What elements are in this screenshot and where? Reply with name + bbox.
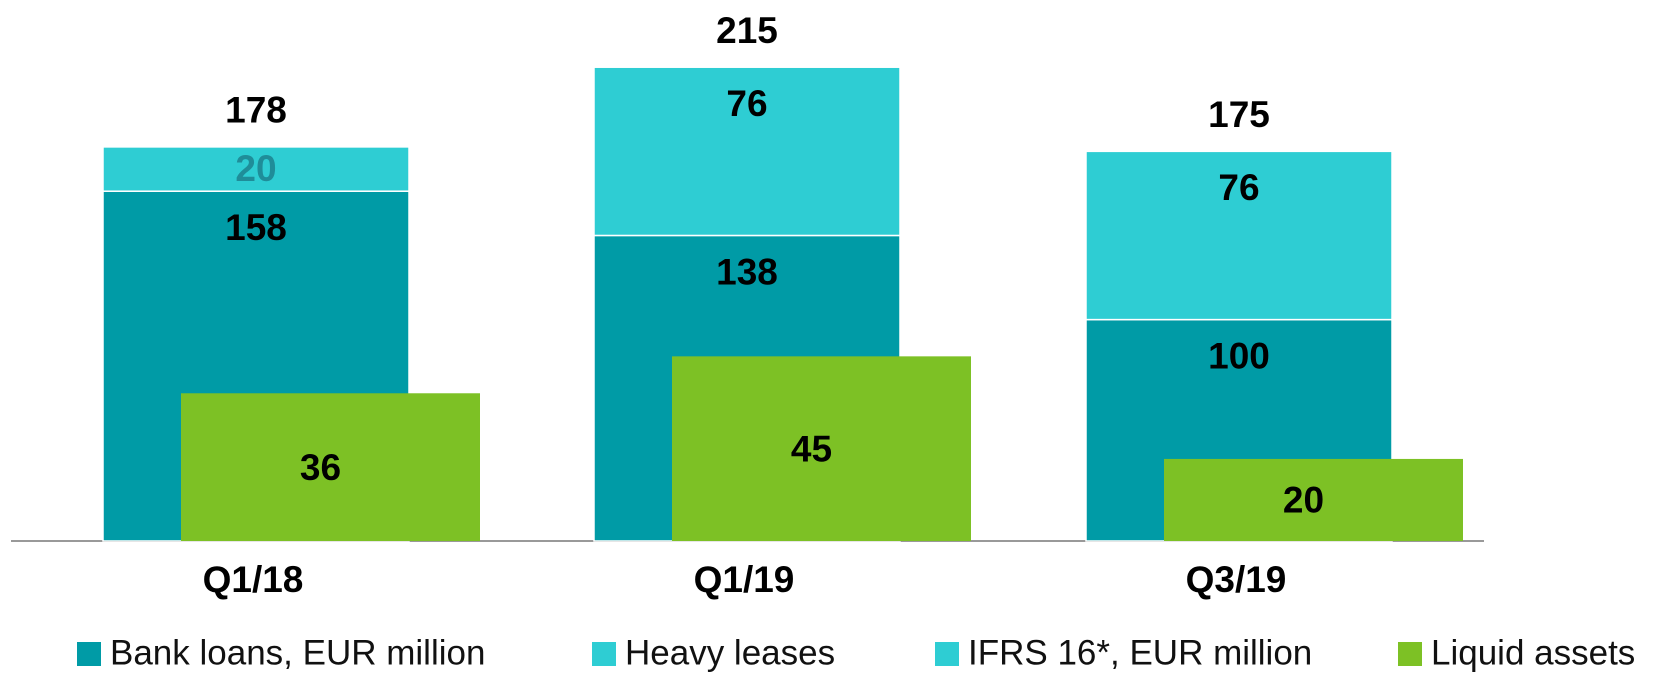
x-tick-label: Q3/19 bbox=[1186, 559, 1287, 600]
value-label: 20 bbox=[235, 148, 276, 189]
bar bbox=[672, 356, 971, 541]
value-label: 45 bbox=[791, 428, 832, 469]
legend-swatch bbox=[77, 642, 101, 666]
legend-swatch bbox=[935, 642, 959, 666]
total-label: 175 bbox=[1208, 94, 1270, 135]
legend-label: Heavy leases bbox=[625, 633, 835, 672]
bar-segment bbox=[593, 66, 901, 237]
x-tick-label: Q1/19 bbox=[694, 559, 795, 600]
legend-label: Bank loans, EUR million bbox=[110, 633, 485, 672]
value-label: 36 bbox=[300, 447, 341, 488]
bar bbox=[181, 393, 480, 541]
value-label: 76 bbox=[726, 83, 767, 124]
value-label: 20 bbox=[1283, 480, 1324, 521]
legend-label: IFRS 16*, EUR million bbox=[968, 633, 1312, 672]
value-label: 158 bbox=[225, 207, 287, 248]
legend-swatch bbox=[592, 642, 616, 666]
legend-swatch bbox=[1398, 642, 1422, 666]
bar bbox=[1164, 458, 1463, 541]
value-label: 76 bbox=[1218, 167, 1259, 208]
value-label: 138 bbox=[716, 251, 778, 292]
total-label: 178 bbox=[225, 90, 287, 131]
x-tick-label: Q1/18 bbox=[203, 559, 304, 600]
value-label: 100 bbox=[1208, 335, 1270, 376]
bar-segment bbox=[1085, 150, 1393, 321]
bar-segment bbox=[102, 146, 410, 192]
total-label: 215 bbox=[716, 10, 778, 51]
legend-label: Liquid assets bbox=[1431, 633, 1635, 672]
